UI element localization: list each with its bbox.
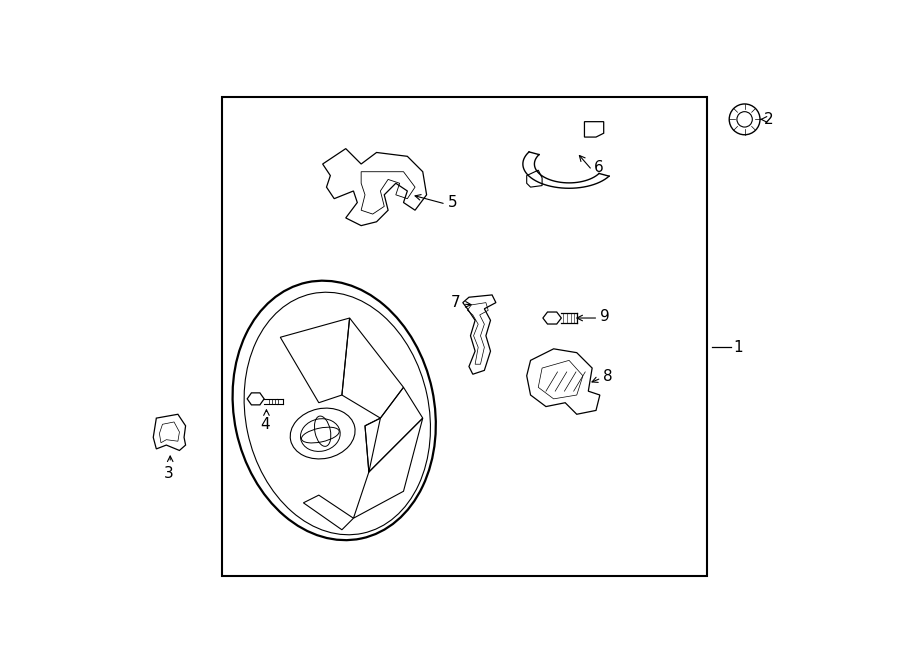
Text: 1: 1 — [734, 340, 742, 355]
Text: 8: 8 — [603, 369, 613, 384]
Text: 4: 4 — [260, 417, 270, 432]
Text: 2: 2 — [764, 112, 773, 127]
Text: 5: 5 — [447, 195, 457, 210]
Text: 9: 9 — [599, 309, 609, 324]
Text: 7: 7 — [451, 295, 461, 310]
Text: 3: 3 — [164, 466, 174, 481]
Text: 6: 6 — [594, 159, 603, 175]
Bar — [222, 97, 707, 576]
